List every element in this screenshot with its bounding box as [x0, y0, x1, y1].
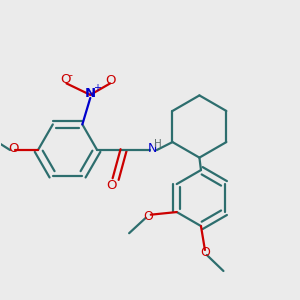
Text: O: O [106, 179, 117, 192]
Text: O: O [201, 246, 211, 259]
Text: N: N [85, 87, 96, 100]
Text: O: O [143, 210, 153, 223]
Text: N: N [148, 142, 157, 155]
Text: +: + [93, 83, 101, 93]
Text: O: O [60, 73, 70, 86]
Text: H: H [154, 140, 162, 149]
Text: -: - [69, 70, 73, 80]
Text: O: O [8, 142, 18, 155]
Text: O: O [106, 74, 116, 87]
